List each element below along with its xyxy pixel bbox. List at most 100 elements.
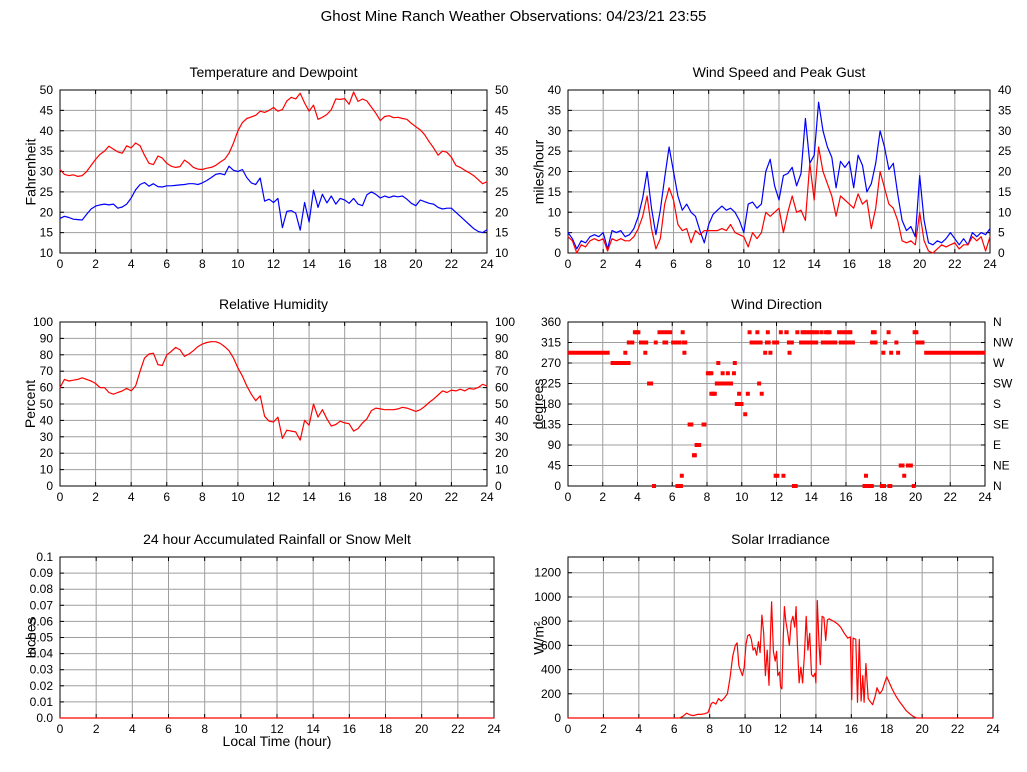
svg-text:12: 12 [774, 722, 788, 736]
svg-text:0.08: 0.08 [30, 582, 54, 596]
svg-text:4: 4 [635, 257, 642, 271]
svg-text:20: 20 [409, 490, 423, 504]
svg-text:6: 6 [163, 257, 170, 271]
svg-text:35: 35 [548, 103, 562, 117]
svg-text:270: 270 [541, 356, 561, 370]
svg-text:24: 24 [480, 490, 494, 504]
svg-text:0: 0 [57, 722, 64, 736]
rainfall-plot: 0 2 4 6 8 10 12 14 16 18 20 22 240.00.010.020.030.04… [30, 550, 501, 736]
svg-text:24: 24 [487, 722, 501, 736]
svg-text:50: 50 [40, 397, 54, 411]
svg-text:90: 90 [548, 438, 562, 452]
svg-text:0: 0 [565, 722, 572, 736]
svg-text:0.03: 0.03 [30, 663, 54, 677]
svg-text:30: 30 [495, 430, 509, 444]
svg-text:2: 2 [93, 722, 100, 736]
svg-text:22: 22 [445, 257, 459, 271]
svg-text:4: 4 [634, 490, 641, 504]
svg-text:180: 180 [541, 397, 561, 411]
svg-text:16: 16 [338, 490, 352, 504]
svg-text:24: 24 [978, 490, 992, 504]
svg-text:0.01: 0.01 [30, 695, 54, 709]
svg-text:315: 315 [541, 336, 561, 350]
svg-text:0: 0 [565, 490, 572, 504]
svg-text:0.06: 0.06 [30, 614, 54, 628]
svg-text:14: 14 [809, 722, 823, 736]
svg-text:30: 30 [495, 165, 509, 179]
svg-text:30: 30 [40, 165, 54, 179]
svg-text:30: 30 [548, 124, 562, 138]
svg-text:20: 20 [548, 165, 562, 179]
svg-text:6: 6 [670, 257, 677, 271]
svg-text:10: 10 [737, 257, 751, 271]
svg-text:0: 0 [495, 479, 502, 493]
svg-text:40: 40 [495, 124, 509, 138]
svg-text:0.04: 0.04 [30, 647, 54, 661]
svg-text:18: 18 [878, 257, 892, 271]
svg-text:8: 8 [706, 722, 713, 736]
svg-text:18: 18 [379, 722, 393, 736]
svg-text:45: 45 [495, 103, 509, 117]
svg-text:45: 45 [548, 459, 562, 473]
svg-text:40: 40 [548, 83, 562, 97]
svg-text:4: 4 [128, 257, 135, 271]
svg-text:S: S [993, 397, 1001, 411]
svg-text:18: 18 [874, 490, 888, 504]
chart-title-solar-irradiance: Solar Irradiance [731, 531, 830, 547]
svg-text:20: 20 [998, 165, 1012, 179]
svg-text:8: 8 [705, 257, 712, 271]
svg-text:10: 10 [231, 257, 245, 271]
y-axis-label-percent: Percent [22, 379, 38, 429]
svg-text:40: 40 [40, 124, 54, 138]
svg-text:0: 0 [998, 246, 1005, 260]
svg-text:15: 15 [998, 185, 1012, 199]
svg-text:22: 22 [944, 490, 958, 504]
svg-text:16: 16 [338, 257, 352, 271]
svg-text:22: 22 [951, 722, 965, 736]
svg-text:0: 0 [46, 479, 53, 493]
svg-text:4: 4 [635, 722, 642, 736]
svg-text:80: 80 [495, 348, 509, 362]
svg-text:10: 10 [735, 490, 749, 504]
svg-text:10: 10 [231, 490, 245, 504]
svg-text:30: 30 [998, 124, 1012, 138]
svg-text:0: 0 [554, 479, 561, 493]
svg-text:4: 4 [129, 722, 136, 736]
svg-text:10: 10 [495, 246, 509, 260]
svg-text:12: 12 [267, 257, 281, 271]
svg-text:20: 20 [913, 257, 927, 271]
svg-text:360: 360 [541, 315, 561, 329]
svg-text:20: 20 [495, 205, 509, 219]
svg-text:30: 30 [40, 430, 54, 444]
y-axis-label-miles-per-hour: miles/hour [530, 139, 546, 204]
svg-text:0: 0 [554, 711, 561, 725]
svg-text:800: 800 [541, 614, 561, 628]
svg-text:24: 24 [986, 722, 1000, 736]
svg-text:12: 12 [770, 490, 784, 504]
svg-text:2: 2 [600, 722, 607, 736]
svg-text:0.09: 0.09 [30, 566, 54, 580]
svg-text:8: 8 [704, 490, 711, 504]
svg-text:35: 35 [40, 144, 54, 158]
svg-text:16: 16 [343, 722, 357, 736]
svg-text:4: 4 [128, 490, 135, 504]
svg-text:90: 90 [40, 331, 54, 345]
svg-text:6: 6 [669, 490, 676, 504]
svg-text:20: 20 [909, 490, 923, 504]
svg-text:0: 0 [565, 257, 572, 271]
page-title: Ghost Mine Ranch Weather Observations: 0… [320, 8, 707, 25]
chart-title-wind-speed: Wind Speed and Peak Gust [692, 64, 866, 80]
svg-text:16: 16 [845, 722, 859, 736]
svg-text:22: 22 [451, 722, 465, 736]
svg-text:22: 22 [948, 257, 962, 271]
svg-text:50: 50 [40, 83, 54, 97]
svg-text:2: 2 [92, 257, 99, 271]
svg-text:35: 35 [495, 144, 509, 158]
svg-text:20: 20 [409, 257, 423, 271]
svg-text:12: 12 [772, 257, 786, 271]
svg-text:50: 50 [495, 397, 509, 411]
svg-text:225: 225 [541, 377, 561, 391]
svg-text:20: 20 [40, 446, 54, 460]
svg-text:18: 18 [880, 722, 894, 736]
svg-text:1200: 1200 [534, 566, 561, 580]
